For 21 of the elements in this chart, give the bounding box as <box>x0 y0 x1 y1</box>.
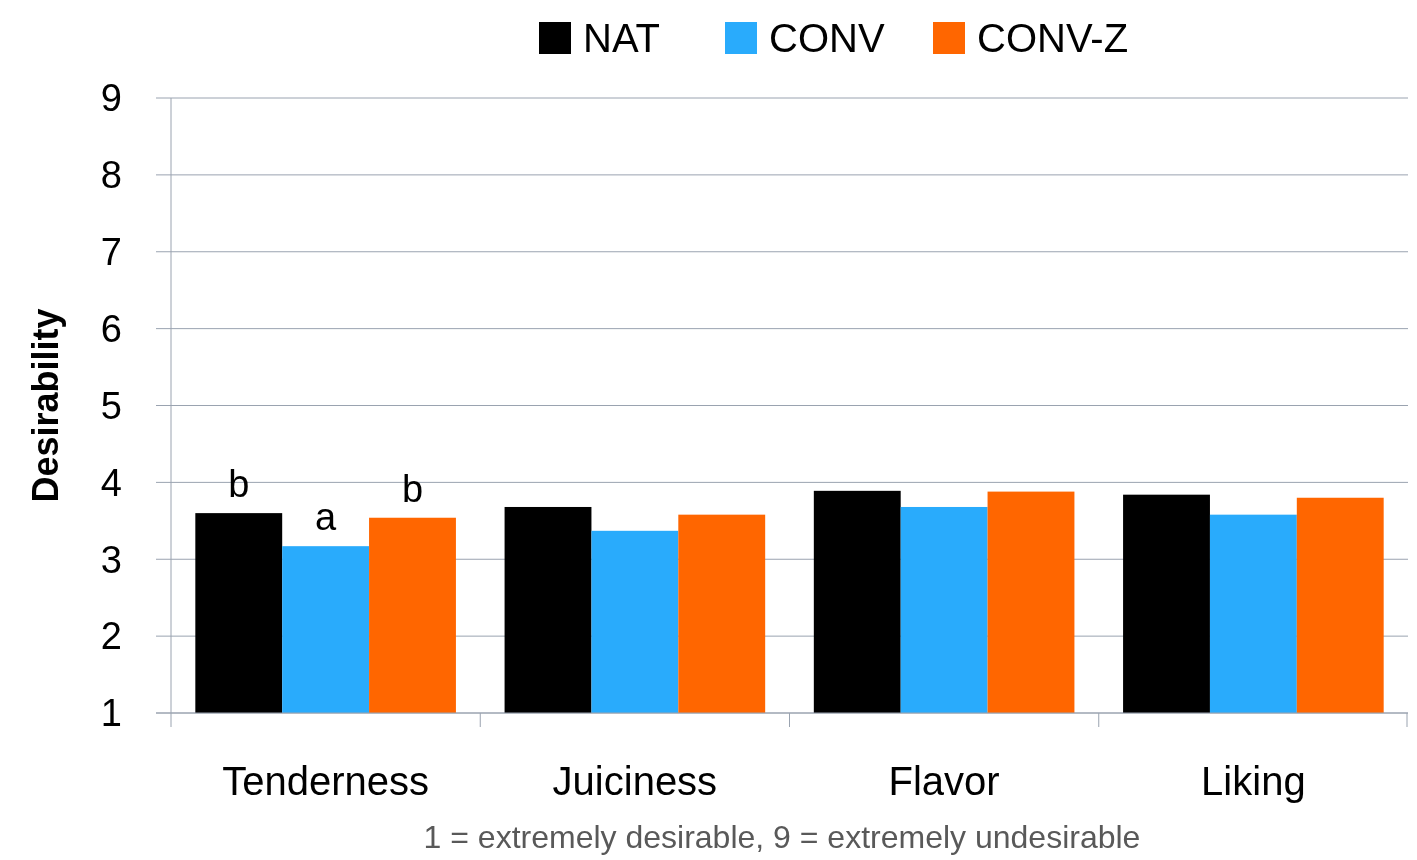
annotation: b <box>401 467 424 510</box>
legend-label: CONV <box>769 16 885 60</box>
annotation: a <box>315 496 338 539</box>
y-tick-label: 1 <box>100 692 122 735</box>
y-tick-label: 5 <box>100 384 122 427</box>
x-tick-label: Liking <box>1201 759 1306 803</box>
y-axis-title: Desirability <box>25 308 66 503</box>
y-tick-label: 2 <box>100 615 122 658</box>
x-tick-label: Tenderness <box>222 759 430 803</box>
y-tick-label: 3 <box>100 538 122 581</box>
text: 1 = extremely desirable, 9 = extremely undesirable <box>423 819 1141 855</box>
x-tick-label: Flavor <box>888 759 1000 803</box>
annotation: b <box>228 463 250 506</box>
y-tick-label: 9 <box>100 77 122 120</box>
y-tick-label: 4 <box>100 461 122 504</box>
y-tick-label: 8 <box>100 154 122 197</box>
x-tick-label: Juiciness <box>552 759 718 803</box>
legend-label: NAT <box>583 16 661 60</box>
y-tick-label: 6 <box>100 307 122 350</box>
legend-label: CONV-Z <box>977 16 1129 60</box>
y-tick-label: 7 <box>100 231 122 274</box>
